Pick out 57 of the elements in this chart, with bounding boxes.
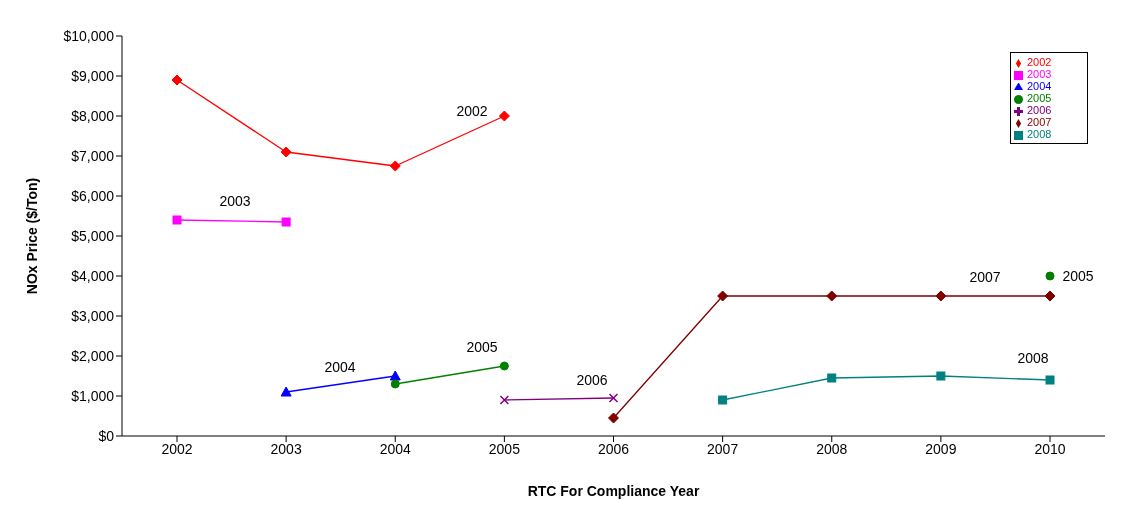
x-tick-label: 2004 <box>379 440 412 457</box>
y-tick-label: $8,000 <box>71 107 115 124</box>
x-tick-label: 2005 <box>488 440 521 457</box>
y-tick-label: $0 <box>98 427 115 444</box>
legend-label: 2002 <box>1027 56 1052 68</box>
x-axis-title: RTC For Compliance Year <box>527 483 700 499</box>
annotation: 2008 <box>1017 350 1049 366</box>
point <box>280 146 292 158</box>
legend-label: 2006 <box>1027 104 1052 116</box>
annotation: 2003 <box>219 193 251 209</box>
y-tick-label: $9,000 <box>71 67 115 84</box>
point <box>389 160 401 172</box>
x-tick-label: 2010 <box>1034 440 1066 457</box>
x-tick-label: 2007 <box>707 440 739 457</box>
point <box>936 371 946 381</box>
y-tick-label: $1,000 <box>71 387 115 404</box>
legend-label: 2007 <box>1027 116 1052 128</box>
point <box>498 110 510 122</box>
point <box>281 217 291 227</box>
y-tick-label: $10,000 <box>63 27 115 44</box>
y-tick-label: $3,000 <box>71 307 115 324</box>
y-axis-title: NOx Price ($/Ton) <box>23 177 40 295</box>
x-tick-label: 2003 <box>270 440 302 457</box>
y-tick-label: $5,000 <box>71 227 115 244</box>
point <box>499 361 509 371</box>
annotation: 2006 <box>576 372 608 388</box>
point <box>1045 375 1055 385</box>
y-tick-label: $2,000 <box>71 347 115 364</box>
annotation: 2005 <box>466 339 498 355</box>
point <box>826 290 838 302</box>
point <box>1044 290 1056 302</box>
x-tick-label: 2006 <box>597 440 630 457</box>
x-tick-label: 2002 <box>161 440 193 457</box>
point <box>935 290 947 302</box>
annotation: 2007 <box>969 269 1001 285</box>
legend-label: 2004 <box>1027 80 1052 92</box>
y-tick-label: $4,000 <box>71 267 115 284</box>
point <box>499 395 510 405</box>
point <box>718 395 728 405</box>
y-tick-label: $7,000 <box>71 147 115 164</box>
point <box>717 290 729 302</box>
x-tick-label: 2009 <box>925 440 957 457</box>
y-tick-label: $6,000 <box>71 187 115 204</box>
annotation: 2002 <box>456 103 488 119</box>
point <box>608 412 619 424</box>
annotation: 2004 <box>324 359 356 375</box>
annotation: 2005 <box>1062 268 1094 284</box>
legend-label: 2003 <box>1027 68 1052 80</box>
point <box>1045 271 1055 281</box>
legend-label: 2005 <box>1027 92 1052 104</box>
legend-label: 2008 <box>1027 128 1052 140</box>
point <box>172 215 182 225</box>
point <box>827 373 837 383</box>
point <box>390 379 400 389</box>
point <box>608 393 619 403</box>
point <box>171 74 183 86</box>
x-tick-label: 2008 <box>816 440 848 457</box>
